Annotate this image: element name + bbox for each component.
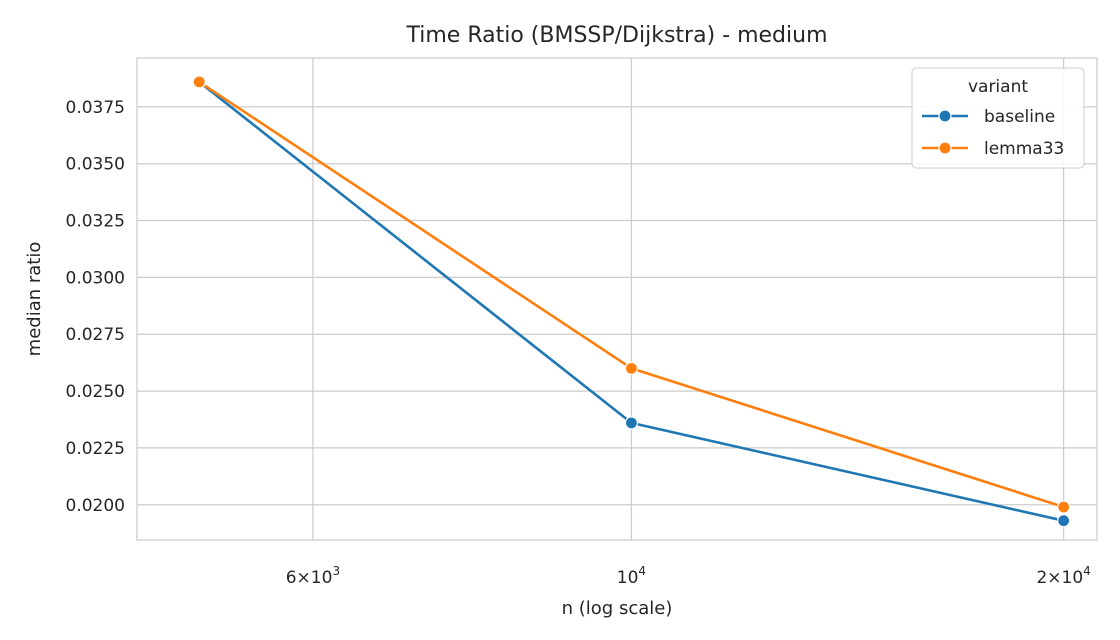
legend-entries: baseline lemma33 [922, 107, 1064, 159]
x-tick-label: 6×103 [286, 564, 340, 588]
legend-entry-lemma33: lemma33 [922, 139, 1064, 159]
legend-label: lemma33 [984, 139, 1064, 159]
chart-title: Time Ratio (BMSSP/Dijkstra) - medium [405, 23, 827, 48]
legend-marker [938, 109, 952, 123]
data-point-lemma33 [1057, 500, 1071, 514]
y-tick-label: 0.0200 [66, 496, 125, 516]
legend-label: baseline [984, 107, 1055, 127]
x-tick-label: 2×104 [1036, 564, 1090, 588]
y-tick-labels: 0.0200 0.0225 0.0250 0.0275 0.0300 0.0325 0.03… [66, 98, 125, 516]
plot-frame [136, 57, 1098, 541]
data-point-baseline [624, 416, 639, 430]
x-tick-label: 104 [617, 564, 646, 588]
legend-entry-baseline: baseline [922, 107, 1055, 127]
y-tick-label: 0.0350 [66, 155, 125, 175]
data-point-baseline [1057, 514, 1071, 528]
y-tick-label: 0.0250 [66, 382, 125, 402]
legend-marker [938, 141, 952, 155]
y-axis-label: median ratio [24, 242, 45, 357]
y-tick-label: 0.0375 [66, 98, 125, 118]
data-point-lemma33 [192, 75, 206, 89]
x-tick-labels: 6×103 104 2×104 [286, 564, 1091, 588]
y-tick-label: 0.0325 [66, 212, 125, 232]
legend: variant baseline lemma33 [911, 67, 1085, 169]
series-layer [192, 75, 1071, 528]
y-tick-label: 0.0225 [66, 439, 125, 459]
y-tick-label: 0.0300 [66, 268, 125, 288]
legend-box [911, 67, 1085, 169]
legend-title: variant [968, 77, 1028, 97]
data-point-lemma33 [624, 361, 639, 375]
series-lemma33 [192, 75, 1071, 514]
y-tick-label: 0.0275 [66, 325, 125, 345]
x-axis-label: n (log scale) [562, 598, 673, 619]
